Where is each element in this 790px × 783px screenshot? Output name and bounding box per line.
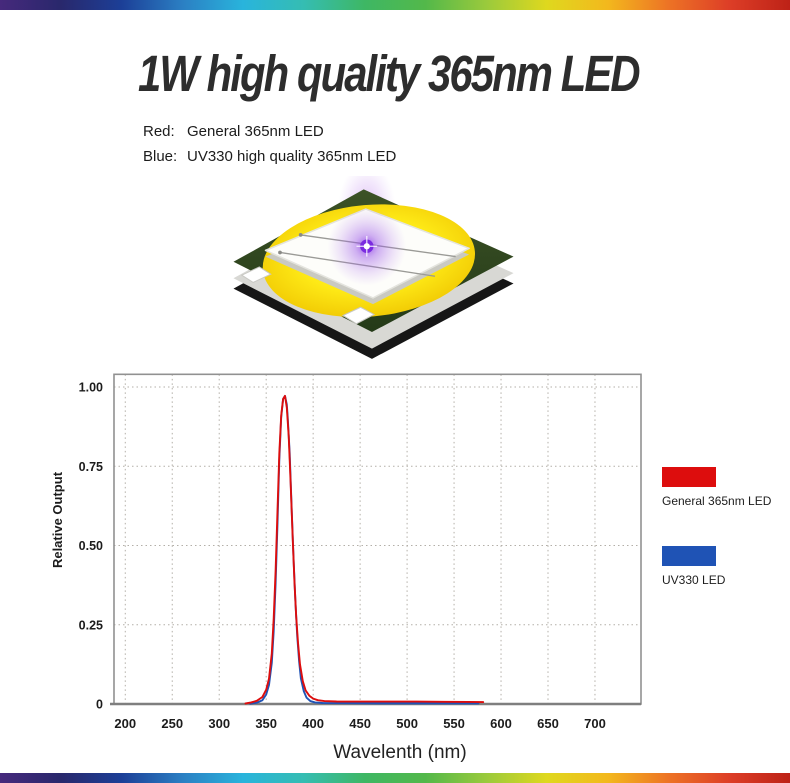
legend-swatch-red	[662, 467, 716, 487]
corner-notch	[240, 266, 272, 284]
series-General 365nm LED	[244, 394, 485, 705]
uv-led-chip-illustration	[233, 176, 514, 359]
corner-notch	[341, 306, 376, 325]
blue-series-description: Blue: UV330 high quality 365nm LED	[143, 144, 396, 169]
bond-pad	[298, 233, 303, 237]
chart-legend: General 365nm LED UV330 LED	[662, 467, 790, 625]
page-title: 1W high quality 365nm LED	[138, 46, 641, 103]
y-axis-title: Relative Output	[50, 471, 65, 568]
x-tick-label: 450	[349, 716, 371, 731]
rainbow-bar-top	[0, 0, 790, 10]
x-tick-label: 250	[161, 716, 183, 731]
spectrum-chart: 200 250 300 350 400 450 500 550 600 650 700 1.00 0.7…	[50, 373, 642, 763]
y-tick-label: 0.25	[79, 618, 103, 632]
x-tick-label: 650	[537, 716, 559, 731]
red-series-text: General 365nm LED	[187, 123, 324, 140]
red-series-description: Red: General 365nm LED	[143, 119, 396, 144]
x-tick-label: 200	[114, 716, 136, 731]
x-axis-title: Wavelenth (nm)	[333, 742, 466, 763]
plot-frame	[113, 373, 642, 705]
blue-series-text: UV330 high quality 365nm LED	[187, 148, 397, 165]
x-tick-label: 300	[208, 716, 230, 731]
legend-label: UV330 LED	[662, 573, 726, 587]
legend-swatch-blue	[662, 546, 716, 566]
blue-series-label: Blue:	[143, 148, 178, 165]
x-tick-label: 600	[490, 716, 512, 731]
legend-label: General 365nm LED	[662, 494, 772, 508]
color-key-description: Red: General 365nm LED Blue: UV330 high qu…	[143, 119, 396, 169]
bond-pad	[278, 250, 282, 255]
y-tick-label: 0.75	[79, 460, 103, 474]
red-series-label: Red:	[143, 123, 175, 140]
y-tick-label: 1.00	[79, 381, 103, 395]
x-tick-label: 400	[302, 716, 324, 731]
rainbow-bar-bottom	[0, 773, 790, 783]
y-tick-label: 0.50	[79, 539, 103, 553]
x-tick-label: 550	[443, 716, 465, 731]
y-tick-label: 0	[96, 698, 103, 712]
x-tick-label: 500	[396, 716, 418, 731]
legend-item-uv330-led: UV330 LED	[662, 546, 790, 587]
legend-item-general-365nm-led: General 365nm LED	[662, 467, 790, 508]
x-tick-label: 700	[584, 716, 606, 731]
series-UV330 LED	[249, 394, 480, 705]
x-tick-label: 350	[255, 716, 277, 731]
